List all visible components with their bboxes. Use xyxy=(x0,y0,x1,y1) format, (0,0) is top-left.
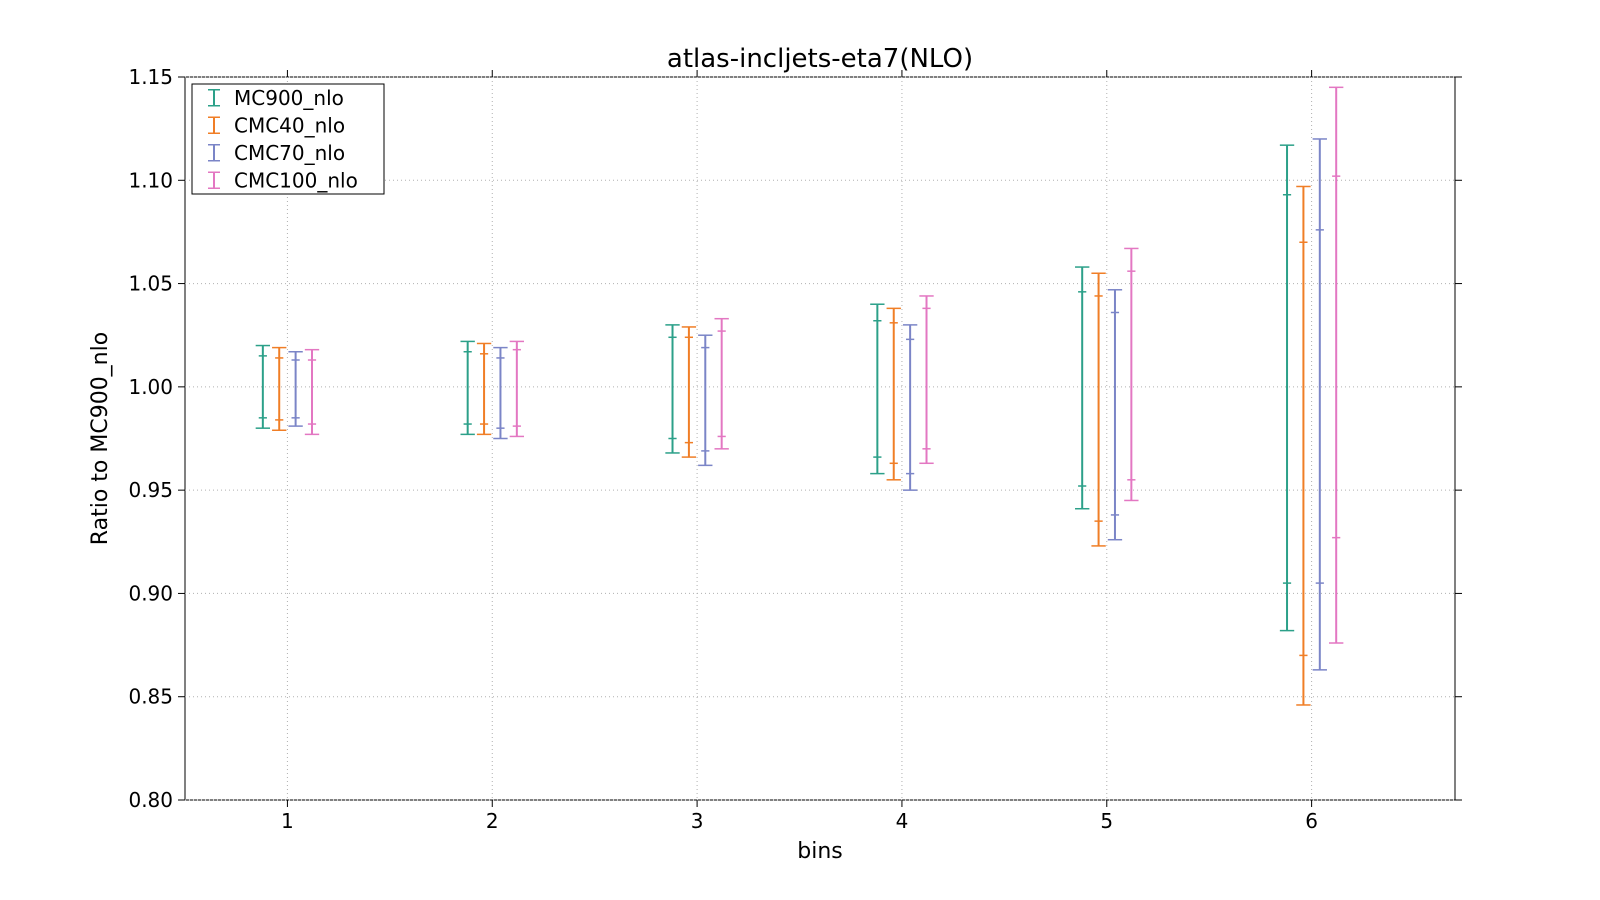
ytick-label: 1.00 xyxy=(128,375,173,399)
xtick-label: 6 xyxy=(1305,809,1318,833)
legend-label: CMC40_nlo xyxy=(234,113,345,137)
legend-label: CMC100_nlo xyxy=(234,168,358,192)
ytick-label: 1.05 xyxy=(128,272,173,296)
y-axis-label: Ratio to MC900_nlo xyxy=(88,332,113,545)
xtick-label: 5 xyxy=(1100,809,1113,833)
ytick-label: 0.95 xyxy=(128,478,173,502)
ytick-label: 0.90 xyxy=(128,581,173,605)
ratio-errorbar-chart: 0.80 0.85 0.90 0.95 1.00 1.05 1.10 1.15 1 2 3 4 5 6 bi… xyxy=(0,0,1600,900)
ytick-label: 1.10 xyxy=(128,168,173,192)
xtick-label: 2 xyxy=(486,809,499,833)
x-axis-label: bins xyxy=(797,839,842,864)
ytick-label: 0.85 xyxy=(128,685,173,709)
ytick-label: 1.15 xyxy=(128,65,173,89)
chart-title: atlas-incljets-eta7(NLO) xyxy=(667,44,973,74)
legend-label: MC900_nlo xyxy=(234,86,344,110)
xtick-label: 4 xyxy=(896,809,909,833)
chart-container: 0.80 0.85 0.90 0.95 1.00 1.05 1.10 1.15 1 2 3 4 5 6 bi… xyxy=(0,0,1600,900)
xtick-label: 3 xyxy=(691,809,704,833)
ytick-label: 0.80 xyxy=(128,788,173,812)
legend-label: CMC70_nlo xyxy=(234,141,345,165)
xtick-label: 1 xyxy=(281,809,294,833)
